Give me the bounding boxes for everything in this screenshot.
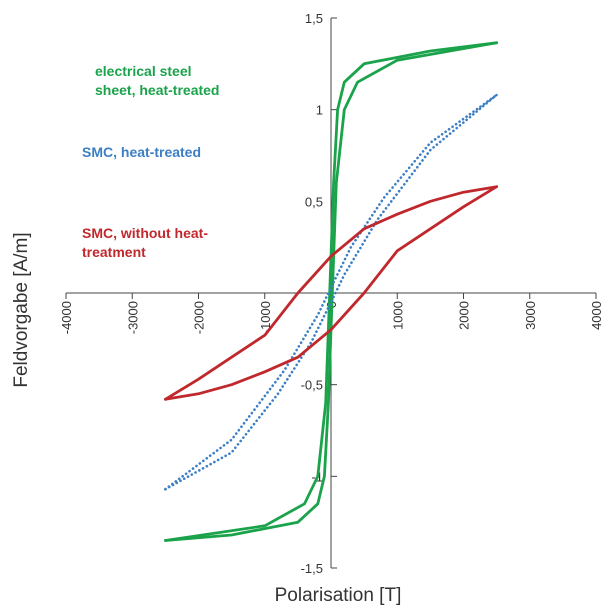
x-tick-label: -1000 bbox=[258, 301, 273, 334]
series-annotation-label: treatment bbox=[82, 244, 146, 260]
series-annotation-label: SMC, heat-treated bbox=[82, 144, 201, 160]
electrical-steel-lower-branch bbox=[164, 41, 498, 542]
y-tick-label: 1 bbox=[316, 103, 323, 118]
x-tick-label: -2000 bbox=[192, 301, 207, 334]
x-tick-label: 3000 bbox=[523, 301, 538, 330]
x-axis-title: Polarisation [T] bbox=[275, 585, 402, 606]
x-tick-label: -3000 bbox=[125, 301, 140, 334]
x-tick-label: 2000 bbox=[457, 301, 472, 330]
y-tick-label: 1,5 bbox=[305, 11, 323, 26]
x-tick-label: -4000 bbox=[59, 301, 74, 334]
y-tick-label: 0,5 bbox=[305, 194, 323, 209]
x-tick-label: 4000 bbox=[589, 301, 604, 330]
smc-untreated-upper-branch bbox=[164, 185, 498, 401]
y-tick-label: -0,5 bbox=[301, 378, 323, 393]
electrical-steel-upper-branch bbox=[164, 41, 498, 542]
series-annotation-label: sheet, heat-treated bbox=[95, 82, 219, 98]
series-annotation-label: SMC, without heat- bbox=[82, 225, 208, 241]
series-annotation-label: electrical steel bbox=[95, 63, 192, 79]
x-tick-label: 1000 bbox=[390, 301, 405, 330]
smc-heat-treated-lower-branch bbox=[164, 93, 498, 491]
smc-heat-treated-upper-branch bbox=[164, 93, 498, 491]
annotation-group: electrical steel sheet, heat-treated SMC, … bbox=[82, 63, 219, 260]
curve-group bbox=[164, 41, 498, 542]
y-tick-label: -1,5 bbox=[301, 561, 323, 576]
smc-untreated-lower-branch bbox=[164, 185, 498, 401]
y-axis-title: Feldvorgabe [A/m] bbox=[11, 232, 32, 387]
